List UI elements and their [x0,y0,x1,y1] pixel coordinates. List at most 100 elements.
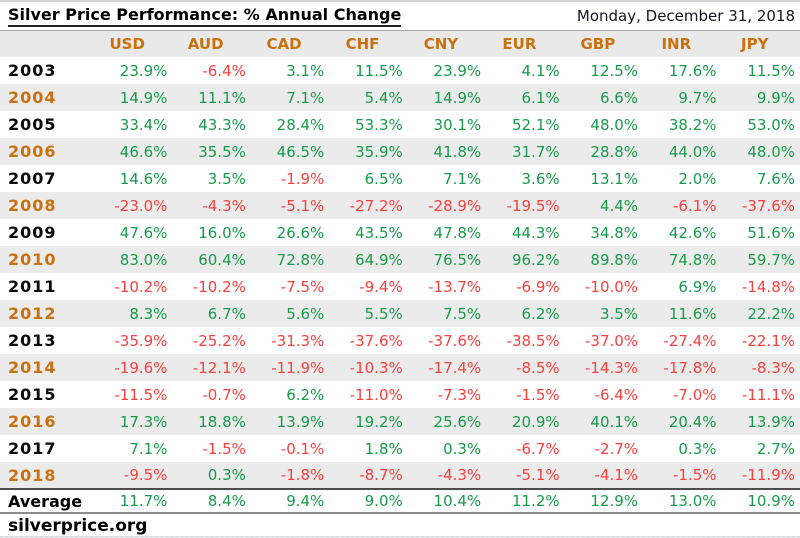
value-cell-2011-eur: -6.9% [516,277,560,296]
value-cell-2015-aud: -0.7% [202,385,246,404]
site-name: silverprice.org [8,516,148,536]
table-row-2008: 2008 -23.0% -4.3% -5.1% -27.2% -28.9% -19.5% 4.… [0,192,800,219]
value-cell-2007-eur: 3.6% [521,169,560,188]
value-cell-2013-cad: -31.3% [271,331,325,350]
value-cell-2012-aud: 6.7% [207,304,246,323]
value-cell-2018-gbp: -4.1% [594,466,639,484]
value-cell-2015-cad: 6.2% [286,385,325,404]
value-cell-2010-usd: 83.0% [119,250,168,269]
value-cell-2015-cny: -7.3% [437,385,482,404]
value-cell-2010-inr: 74.8% [668,250,717,269]
table-row-2011: 2011 -10.2% -10.2% -7.5% -9.4% -13.7% -6.9% -10… [0,273,800,300]
value-cell-2010-aud: 60.4% [198,250,246,269]
table-row-2012: 2012 8.3% 6.7% 5.6% 5.5% 7.5% 6.2% 3.5% 11.6% 22.… [0,300,800,327]
value-cell-2016-gbp: 40.1% [590,412,639,431]
value-cell-2004-inr: 9.7% [678,88,717,107]
title-bar: Silver Price Performance: % Annual Chang… [0,2,800,31]
col-header-cad: CAD [266,35,302,53]
value-cell-2014-cad: -11.9% [271,358,325,377]
value-cell-2011-usd: -10.2% [114,277,168,296]
value-cell-2007-aud: 3.5% [207,169,246,188]
average-label: Average [8,491,83,511]
year-label: 2005 [8,115,57,134]
value-cell-2014-eur: -8.5% [516,358,560,377]
table-row-2003: 2003 23.9% -6.4% 3.1% 11.5% 23.9% 4.1% 12.5% 17.… [0,57,800,84]
value-cell-2016-usd: 17.3% [119,412,168,431]
col-header-jpy: JPY [741,35,769,53]
value-cell-2017-gbp: -2.7% [594,439,639,458]
value-cell-2008-inr: -6.1% [672,196,717,215]
value-cell-2005-gbp: 48.0% [590,115,639,134]
year-label: 2015 [8,385,57,404]
value-cell-2011-inr: 6.9% [678,277,717,296]
value-cell-2018-inr: -1.5% [672,466,717,484]
table-body: 2003 23.9% -6.4% 3.1% 11.5% 23.9% 4.1% 12.5% 17.… [0,57,800,489]
table-row-2007: 2007 14.6% 3.5% -1.9% 6.5% 7.1% 3.6% 13.1% 2.0% 7… [0,165,800,192]
value-cell-2003-jpy: 11.5% [747,61,795,80]
value-cell-2010-cad: 72.8% [276,250,325,269]
value-cell-2007-jpy: 7.6% [756,169,795,188]
average-cell-aud: 8.4% [207,492,246,510]
table-footer: Average 11.7% 8.4% 9.4% 9.0% 10.4% 11.2% 12.9% 1… [0,489,800,513]
value-cell-2018-usd: -9.5% [123,466,168,484]
site-bar: silverprice.org [0,514,800,536]
year-label: 2011 [8,277,57,296]
value-cell-2010-jpy: 59.7% [747,250,795,269]
year-label: 2010 [8,250,57,269]
year-label: 2014 [8,358,57,377]
table-row-2013: 2013 -35.9% -25.2% -31.3% -37.6% -37.6% -38.5%… [0,327,800,354]
value-cell-2003-chf: 11.5% [355,61,403,80]
value-cell-2012-chf: 5.5% [364,304,403,323]
value-cell-2013-gbp: -37.0% [584,331,639,350]
value-cell-2015-gbp: -6.4% [594,385,639,404]
value-cell-2014-cny: -17.4% [428,358,482,377]
value-cell-2012-usd: 8.3% [129,304,168,323]
year-label: 2013 [8,331,57,350]
average-cell-jpy: 10.9% [747,492,795,510]
year-column-header [0,31,94,57]
value-cell-2015-jpy: -11.1% [741,385,795,404]
value-cell-2003-usd: 23.9% [119,61,168,80]
value-cell-2009-jpy: 51.6% [747,223,795,242]
date-label: Monday, December 31, 2018 [576,7,795,25]
table-row-2017: 2017 7.1% -1.5% -0.1% 1.8% 0.3% -6.7% -2.7% 0.3%… [0,435,800,462]
value-cell-2009-cad: 26.6% [276,223,325,242]
value-cell-2018-jpy: -11.9% [741,466,795,484]
value-cell-2009-inr: 42.6% [668,223,717,242]
value-cell-2016-chf: 19.2% [355,412,403,431]
value-cell-2006-aud: 35.5% [198,142,246,161]
value-cell-2010-gbp: 89.8% [590,250,639,269]
value-cell-2006-cad: 46.5% [276,142,325,161]
value-cell-2003-inr: 17.6% [668,61,717,80]
value-cell-2008-aud: -4.3% [202,196,246,215]
value-cell-2018-cny: -4.3% [437,466,482,484]
col-header-chf: CHF [345,35,380,53]
table-header: USD AUD CAD CHF CNY EUR GBP INR JPY [0,31,800,57]
value-cell-2007-gbp: 13.1% [590,169,639,188]
value-cell-2014-inr: -17.8% [663,358,717,377]
value-cell-2010-chf: 64.9% [355,250,403,269]
value-cell-2003-cny: 23.9% [433,61,482,80]
value-cell-2007-cny: 7.1% [443,169,482,188]
value-cell-2005-jpy: 53.0% [747,115,795,134]
table-row-2015: 2015 -11.5% -0.7% 6.2% -11.0% -7.3% -1.5% -6.4%… [0,381,800,408]
value-cell-2018-aud: 0.3% [207,466,246,484]
value-cell-2009-cny: 47.8% [433,223,482,242]
value-cell-2014-jpy: -8.3% [751,358,795,377]
table-row-2004: 2004 14.9% 11.1% 7.1% 5.4% 14.9% 6.1% 6.6% 9.7% 9… [0,84,800,111]
value-cell-2011-cny: -13.7% [428,277,482,296]
value-cell-2017-jpy: 2.7% [756,439,795,458]
average-cell-cad: 9.4% [286,492,325,510]
table-row-2010: 2010 83.0% 60.4% 72.8% 64.9% 76.5% 96.2% 89.8% 7… [0,246,800,273]
value-cell-2012-jpy: 22.2% [747,304,795,323]
value-cell-2003-gbp: 12.5% [590,61,639,80]
value-cell-2012-cny: 7.5% [443,304,482,323]
value-cell-2015-eur: -1.5% [516,385,560,404]
value-cell-2007-inr: 2.0% [678,169,717,188]
value-cell-2012-eur: 6.2% [521,304,560,323]
value-cell-2011-jpy: -14.8% [741,277,795,296]
value-cell-2005-eur: 52.1% [511,115,560,134]
table-row-2018: 2018 -9.5% 0.3% -1.8% -8.7% -4.3% -5.1% -4.1% -1… [0,462,800,489]
average-row: Average 11.7% 8.4% 9.4% 9.0% 10.4% 11.2% 12.9% 1… [0,489,800,513]
col-header-usd: USD [109,35,145,53]
